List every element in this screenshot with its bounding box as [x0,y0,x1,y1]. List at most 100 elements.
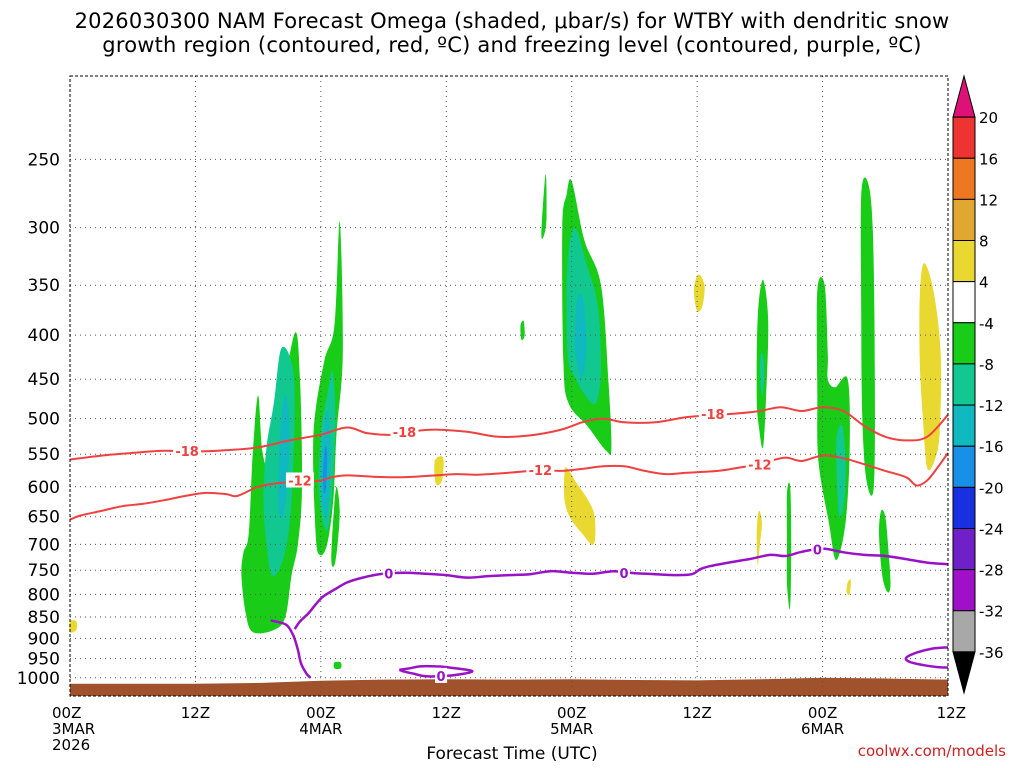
omega-region-pos4 [434,456,444,486]
y-tick-label: 400 [28,326,60,346]
colorbar-label: -12 [979,397,1004,415]
contour-label: 0 [813,544,822,559]
contour-label-bg [811,541,824,557]
colorbar-label: -4 [979,315,994,333]
contour-label-bg [526,462,555,478]
x-tick-label: 12Z [682,704,711,722]
omega-region-neg4 [520,320,525,341]
colorbar-label: -20 [979,479,1004,497]
colorbar-swatch [952,569,976,612]
x-tick-label: 00Z [306,704,335,722]
omega-region-neg12 [574,293,587,380]
contour-label-bg [285,472,314,488]
colorbar-label: -36 [979,644,1004,662]
colorbar-swatch [952,404,976,447]
y-tick-label: 700 [28,535,60,555]
x-tick-label: 2026 [52,736,90,754]
y-tick-label: 750 [28,561,60,581]
contour-label: -12 [529,464,553,479]
y-tick-label: 550 [28,445,60,465]
x-tick-label: 3MAR [52,720,95,738]
contour-label: -18 [175,445,199,460]
omega-region-neg4 [786,482,792,610]
dendritic-contour--18 [69,406,949,461]
chart-title-line-1: 2026030300 NAM Forecast Omega (shaded, μ… [74,9,950,33]
colorbar-label: -8 [979,356,994,374]
freezing-level-contour-1 [270,619,312,679]
source-credit: coolwx.com/models [857,742,1006,760]
omega-region-pos4 [846,579,851,596]
colorbar-label: 20 [979,109,998,127]
colorbar-swatch [952,240,976,283]
contour-label-bg [745,456,774,472]
colorbar-label: 8 [979,233,989,251]
dendritic-contours [69,406,949,521]
colorbar-label: -24 [979,520,1004,538]
omega-region-neg4 [860,177,875,496]
omega-region-neg4 [333,661,342,670]
contour-label: -12 [288,474,312,489]
colorbar-label: 4 [979,274,989,292]
colorbar-swatch [952,116,976,159]
gridlines [70,76,948,696]
omega-region-neg8 [759,352,765,396]
y-tick-label: 250 [28,150,60,170]
y-tick-label: 800 [28,585,60,605]
y-tick-label: 650 [28,508,60,528]
x-tick-label: 12Z [181,704,210,722]
colorbar-label: 16 [979,150,998,168]
colorbar: 20 16 12 8 4 -4 -8 -12 -16 -20 -24 -28 -32 -36 [952,74,1004,695]
colorbar-swatch [952,486,976,529]
omega-region-neg4 [878,509,891,593]
freezing-level-contour-3 [904,646,949,669]
x-tick-label: 6MAR [801,720,844,738]
omega-region-pos4 [563,467,596,545]
contour-label-bg [617,565,630,581]
chart-title-line-2: growth region (contoured, red, ºC) and f… [102,33,922,57]
y-tick-label: 600 [28,478,60,498]
omega-region-neg16 [322,446,328,494]
y-tick-label: 300 [28,219,60,239]
omega-region-neg4 [331,486,340,567]
colorbar-label: -28 [979,562,1004,580]
colorbar-swatch [952,445,976,488]
terrain-fill [70,677,948,696]
contour-labels: -18 -18 -18 -12 -12 -12 0 0 0 0 [173,406,824,685]
colorbar-swatch [952,610,976,653]
colorbar-label: -16 [979,438,1004,456]
tick-labels: 2503003504004505005506006507007508008509… [17,150,966,754]
omega-shading [69,173,942,670]
dendritic-contour--12 [69,452,949,521]
x-tick-label: 00Z [52,704,81,722]
colorbar-swatch [952,281,976,324]
x-tick-label: 00Z [557,704,586,722]
x-axis-title: Forecast Time (UTC) [426,744,598,764]
omega-region-pos4 [69,620,78,633]
colorbar-swatch [952,157,976,200]
contour-label: 0 [437,670,446,685]
axes [69,75,949,697]
contour-label-bg [173,442,202,458]
freezing-level-contours [270,547,949,679]
omega-region-neg4 [816,277,850,561]
omega-region-pos4 [693,274,705,312]
y-tick-label: 850 [28,608,60,628]
contour-label-bg [382,565,395,581]
contour-label: -18 [701,408,725,423]
y-tick-label: 1000 [17,669,60,689]
contour-label-bg [390,423,419,439]
x-tick-label: 00Z [808,704,837,722]
colorbar-swatch [952,527,976,571]
y-tick-label: 950 [28,650,60,670]
colorbar-swatch [952,74,976,118]
x-tick-label: 12Z [432,704,461,722]
plot-frame [69,75,949,697]
freezing-level-contour-2 [398,664,474,678]
y-tick-label: 450 [28,370,60,390]
omega-region-pos4 [756,510,762,566]
terrain-layer [70,677,948,696]
contour-label: -18 [393,426,417,441]
colorbar-swatch [952,651,976,695]
y-tick-label: 500 [28,410,60,430]
colorbar-swatch [952,363,976,406]
